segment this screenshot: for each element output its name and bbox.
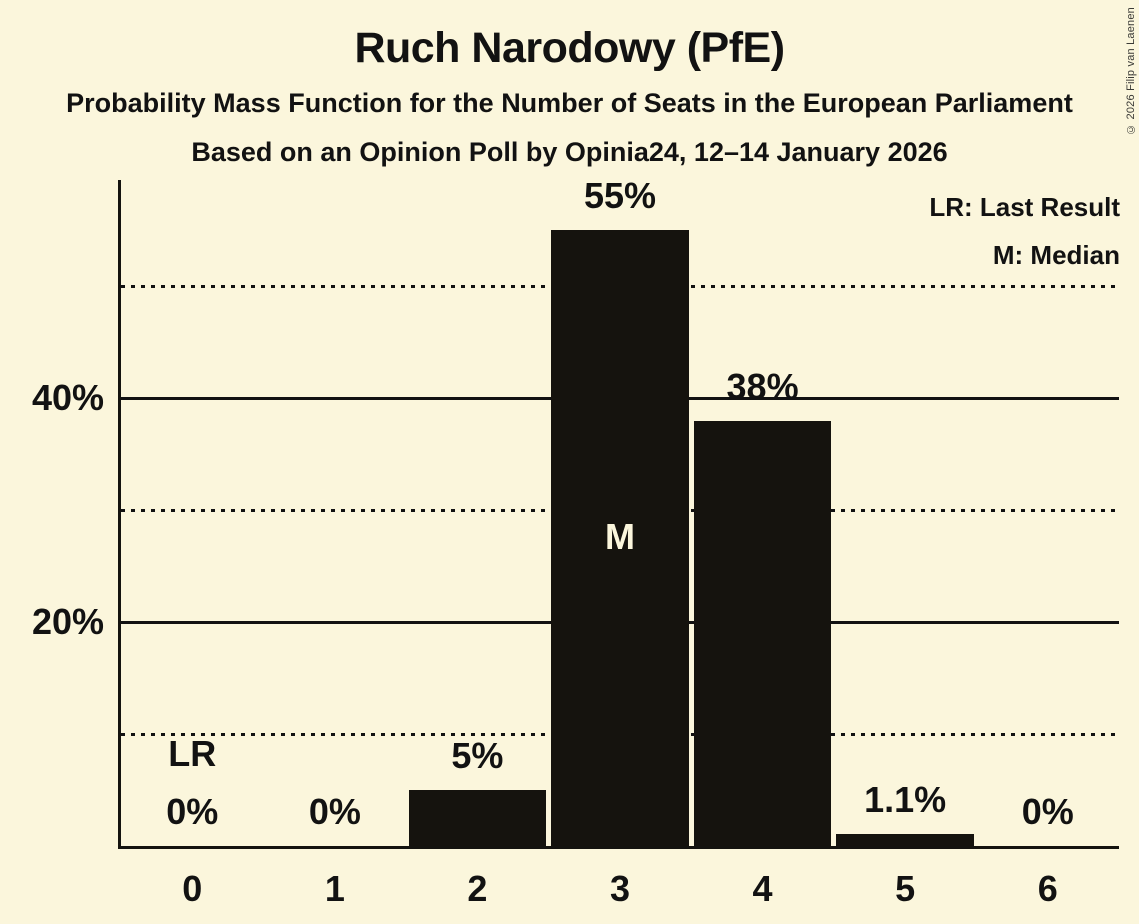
median-label: M bbox=[604, 516, 635, 558]
y-tick-label: 40% bbox=[31, 377, 104, 419]
last-result-label: LR bbox=[168, 733, 217, 774]
chart-poll-source: Based on an Opinion Poll by Opinia24, 12… bbox=[191, 137, 948, 167]
chart-title: Ruch Narodowy (PfE) bbox=[354, 24, 785, 72]
x-tick-label: 1 bbox=[324, 868, 345, 909]
chart-legend: LR: Last Result M: Median bbox=[929, 183, 1120, 279]
bar-seats-3 bbox=[551, 230, 689, 846]
x-tick-label: 4 bbox=[752, 868, 773, 909]
bar-value-label: 0% bbox=[308, 791, 361, 832]
x-tick-label: 0 bbox=[182, 868, 203, 909]
bar-seats-2 bbox=[408, 790, 547, 846]
x-tick-label: 5 bbox=[895, 868, 916, 909]
bar-value-label: 1.1% bbox=[864, 778, 947, 820]
bar-value-label: 5% bbox=[451, 735, 504, 777]
copyright-notice: © 2026 Filip van Laenen bbox=[1125, 7, 1137, 135]
x-tick-label: 2 bbox=[467, 868, 488, 909]
x-tick-label: 3 bbox=[609, 868, 630, 909]
plot-area: 0% 0% 5% 55% 38% 1.1% 0% LR M bbox=[118, 175, 1119, 849]
chart-subtitle: Probability Mass Function for the Number… bbox=[66, 88, 1073, 118]
bar-seats-4 bbox=[693, 420, 832, 846]
y-tick-label: 20% bbox=[31, 601, 104, 643]
legend-last-result: LR: Last Result bbox=[929, 192, 1120, 222]
bar-seats-5 bbox=[836, 833, 974, 846]
x-tick-label: 6 bbox=[1037, 868, 1058, 909]
bar-value-label: 55% bbox=[583, 175, 657, 217]
bar-value-label: 0% bbox=[166, 791, 219, 832]
bar-value-label: 38% bbox=[726, 365, 799, 407]
legend-median: M: Median bbox=[992, 240, 1120, 270]
bar-value-label: 0% bbox=[1021, 791, 1074, 832]
